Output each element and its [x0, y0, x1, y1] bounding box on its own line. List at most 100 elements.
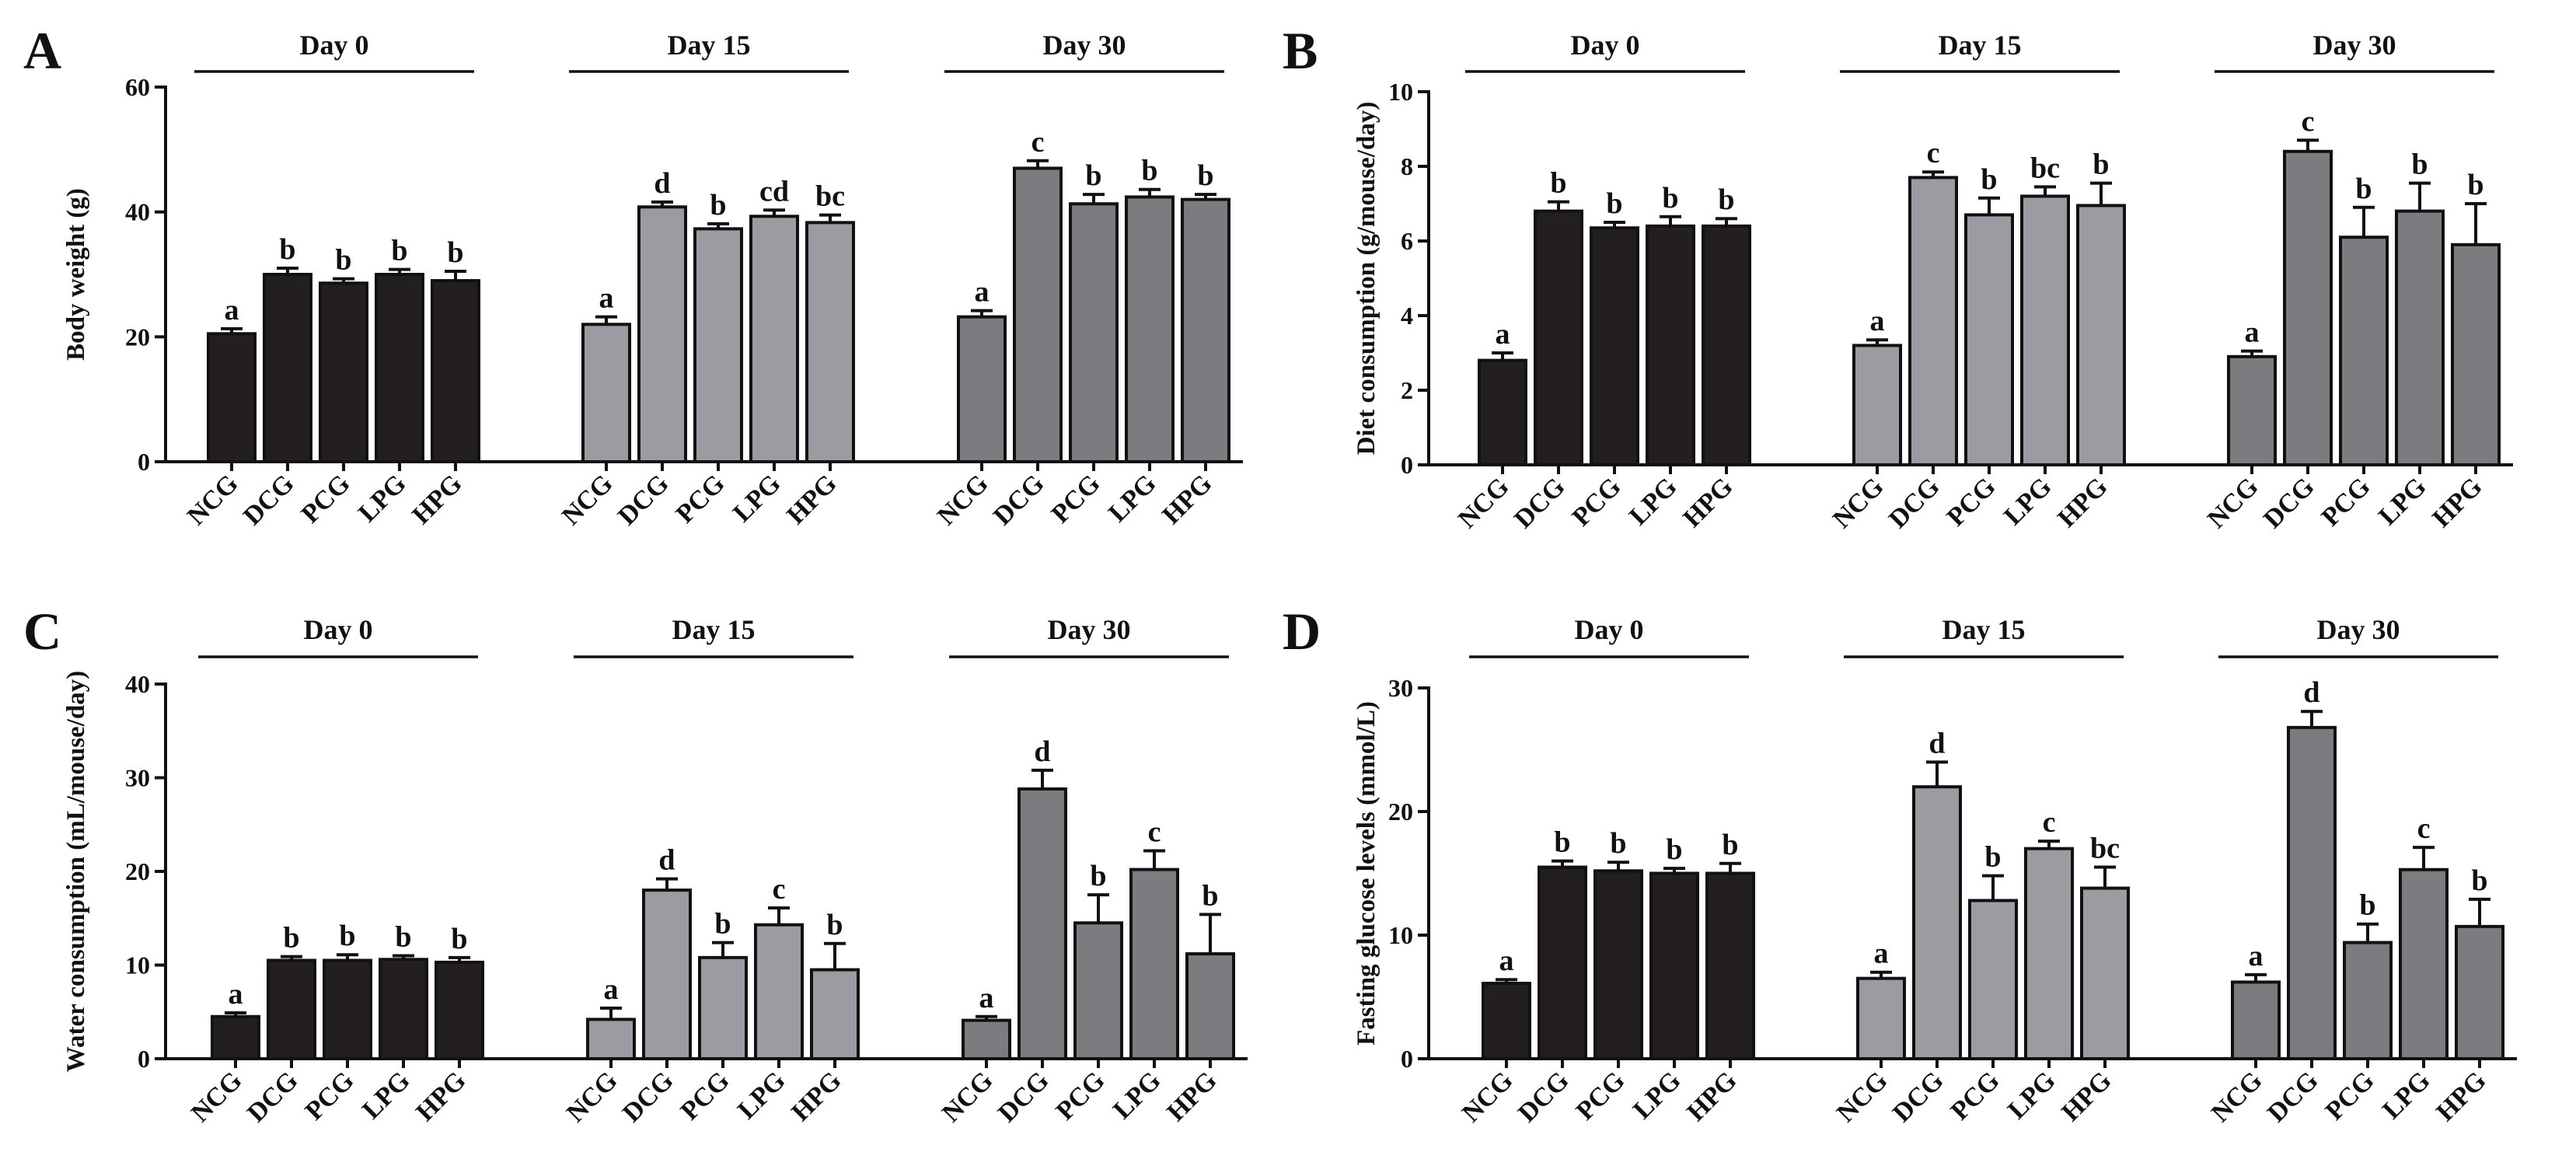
bar: [642, 888, 692, 1060]
group-day-30: Day 30 a NCG d DCG b PCG c LPG b HPG: [937, 614, 1235, 1128]
day-label: Day 15: [668, 30, 751, 61]
category-label: HPG: [410, 1066, 471, 1126]
bar: [2024, 847, 2074, 1060]
category-label: LPG: [2002, 1066, 2061, 1125]
bar: [2231, 980, 2281, 1061]
significance-letter: c: [1148, 815, 1161, 848]
bar: [1649, 871, 1699, 1060]
bar: [2076, 204, 2126, 466]
group-day-0: Day 0 a NCG b DCG b PCG b LPG b HPG: [1453, 30, 1751, 534]
bar: [2455, 924, 2504, 1060]
bar: [637, 205, 687, 463]
day-label: Day 15: [672, 614, 756, 645]
category-label: LPG: [1628, 1066, 1687, 1125]
category-label: HPG: [2427, 472, 2487, 532]
y-axis-label: Diet consumption (g/mouse/day): [1353, 102, 1380, 456]
bar: [957, 315, 1007, 464]
category-label: NCG: [1831, 1066, 1894, 1128]
category-label: NCG: [182, 469, 244, 531]
category-label: PCG: [1946, 1066, 2005, 1126]
bar: [1968, 899, 2018, 1060]
bar: [2395, 209, 2445, 466]
category-label: PCG: [1571, 1066, 1631, 1126]
category-label: DCG: [1509, 472, 1571, 534]
significance-letter: b: [339, 920, 355, 952]
y-tick-label: 4: [1401, 302, 1413, 330]
category-label: DCG: [988, 469, 1050, 531]
bar: [1856, 976, 1906, 1061]
bar: [435, 960, 484, 1061]
bar: [586, 1018, 636, 1061]
significance-letter: cd: [759, 175, 789, 208]
category-label: NCG: [937, 1066, 999, 1128]
y-axis-label: Body weight (g): [62, 188, 90, 361]
bar: [1702, 224, 1751, 466]
y-tick-label: 20: [125, 323, 150, 351]
group-day-15: Day 15 a NCG d DCG b PCG c LPG b HPG: [561, 614, 860, 1128]
category-label: LPG: [2377, 1066, 2436, 1125]
y-tick-label: 8: [1401, 152, 1413, 180]
y-tick-label: 40: [125, 670, 150, 698]
y-axis-label: Fasting glucose levels (mmol/L): [1353, 701, 1380, 1046]
significance-letter: b: [1197, 159, 1213, 192]
category-label: DCG: [613, 469, 675, 531]
bar: [431, 279, 480, 463]
category-label: DCG: [993, 1066, 1055, 1128]
significance-letter: b: [2359, 889, 2375, 922]
significance-letter: c: [1031, 126, 1045, 159]
bar: [1125, 195, 1175, 464]
category-label: LPG: [1624, 472, 1683, 531]
category-label: DCG: [1883, 472, 1946, 534]
y-tick-label: 2: [1401, 376, 1413, 404]
significance-letter: b: [1550, 167, 1566, 200]
category-label: NCG: [2206, 1066, 2268, 1128]
category-label: PCG: [671, 469, 731, 529]
significance-letter: b: [2093, 148, 2109, 181]
panel-D: D Fasting glucose levels (mmol/L) 0 10 20 30 D…: [1283, 602, 2517, 1128]
category-label: HPG: [1161, 1066, 1222, 1126]
category-label: DCG: [1513, 1066, 1575, 1128]
bar: [1013, 166, 1063, 464]
group-day-0: Day 0 a NCG b DCG b PCG b LPG b HPG: [182, 30, 480, 531]
category-label: PCG: [675, 1066, 735, 1126]
category-label: PCG: [300, 1066, 360, 1126]
bar: [319, 281, 368, 463]
y-tick-label: 10: [1388, 921, 1413, 949]
significance-letter: b: [1610, 827, 1626, 860]
day-label: Day 0: [1571, 30, 1640, 61]
group-day-15: Day 15 a NCG d DCG b PCG cd LPG bc HPG: [557, 30, 855, 531]
bar: [1069, 202, 1119, 463]
significance-letter: b: [1606, 187, 1622, 220]
significance-letter: a: [1499, 944, 1514, 977]
bar: [962, 1018, 1011, 1060]
category-label: PCG: [1567, 472, 1627, 532]
category-label: PCG: [1051, 1066, 1111, 1126]
bar: [1185, 952, 1235, 1061]
bar: [267, 958, 316, 1060]
bar: [1705, 871, 1755, 1060]
significance-letter: b: [451, 923, 467, 955]
y-tick-label: 10: [125, 951, 150, 979]
y-tick-label: 0: [138, 448, 150, 476]
bar: [2399, 868, 2449, 1060]
category-label: PCG: [2320, 1066, 2380, 1126]
bar: [810, 968, 860, 1061]
category-label: DCG: [2258, 472, 2320, 534]
category-label: NCG: [2202, 472, 2264, 534]
significance-letter: b: [710, 189, 726, 222]
bar: [1590, 226, 1639, 466]
significance-letter: c: [1927, 137, 1940, 169]
bar: [693, 227, 743, 463]
significance-letter: bc: [815, 180, 845, 213]
significance-letter: d: [658, 844, 675, 877]
bar: [323, 958, 372, 1060]
significance-letter: a: [604, 973, 619, 1006]
bar: [581, 323, 631, 463]
category-label: NCG: [1453, 472, 1515, 534]
group-day-15: Day 15 a NCG d DCG b PCG c LPG bc HPG: [1831, 614, 2130, 1128]
significance-letter: b: [283, 922, 299, 955]
bar: [1073, 921, 1123, 1061]
category-label: LPG: [728, 469, 787, 528]
bar: [379, 958, 428, 1061]
